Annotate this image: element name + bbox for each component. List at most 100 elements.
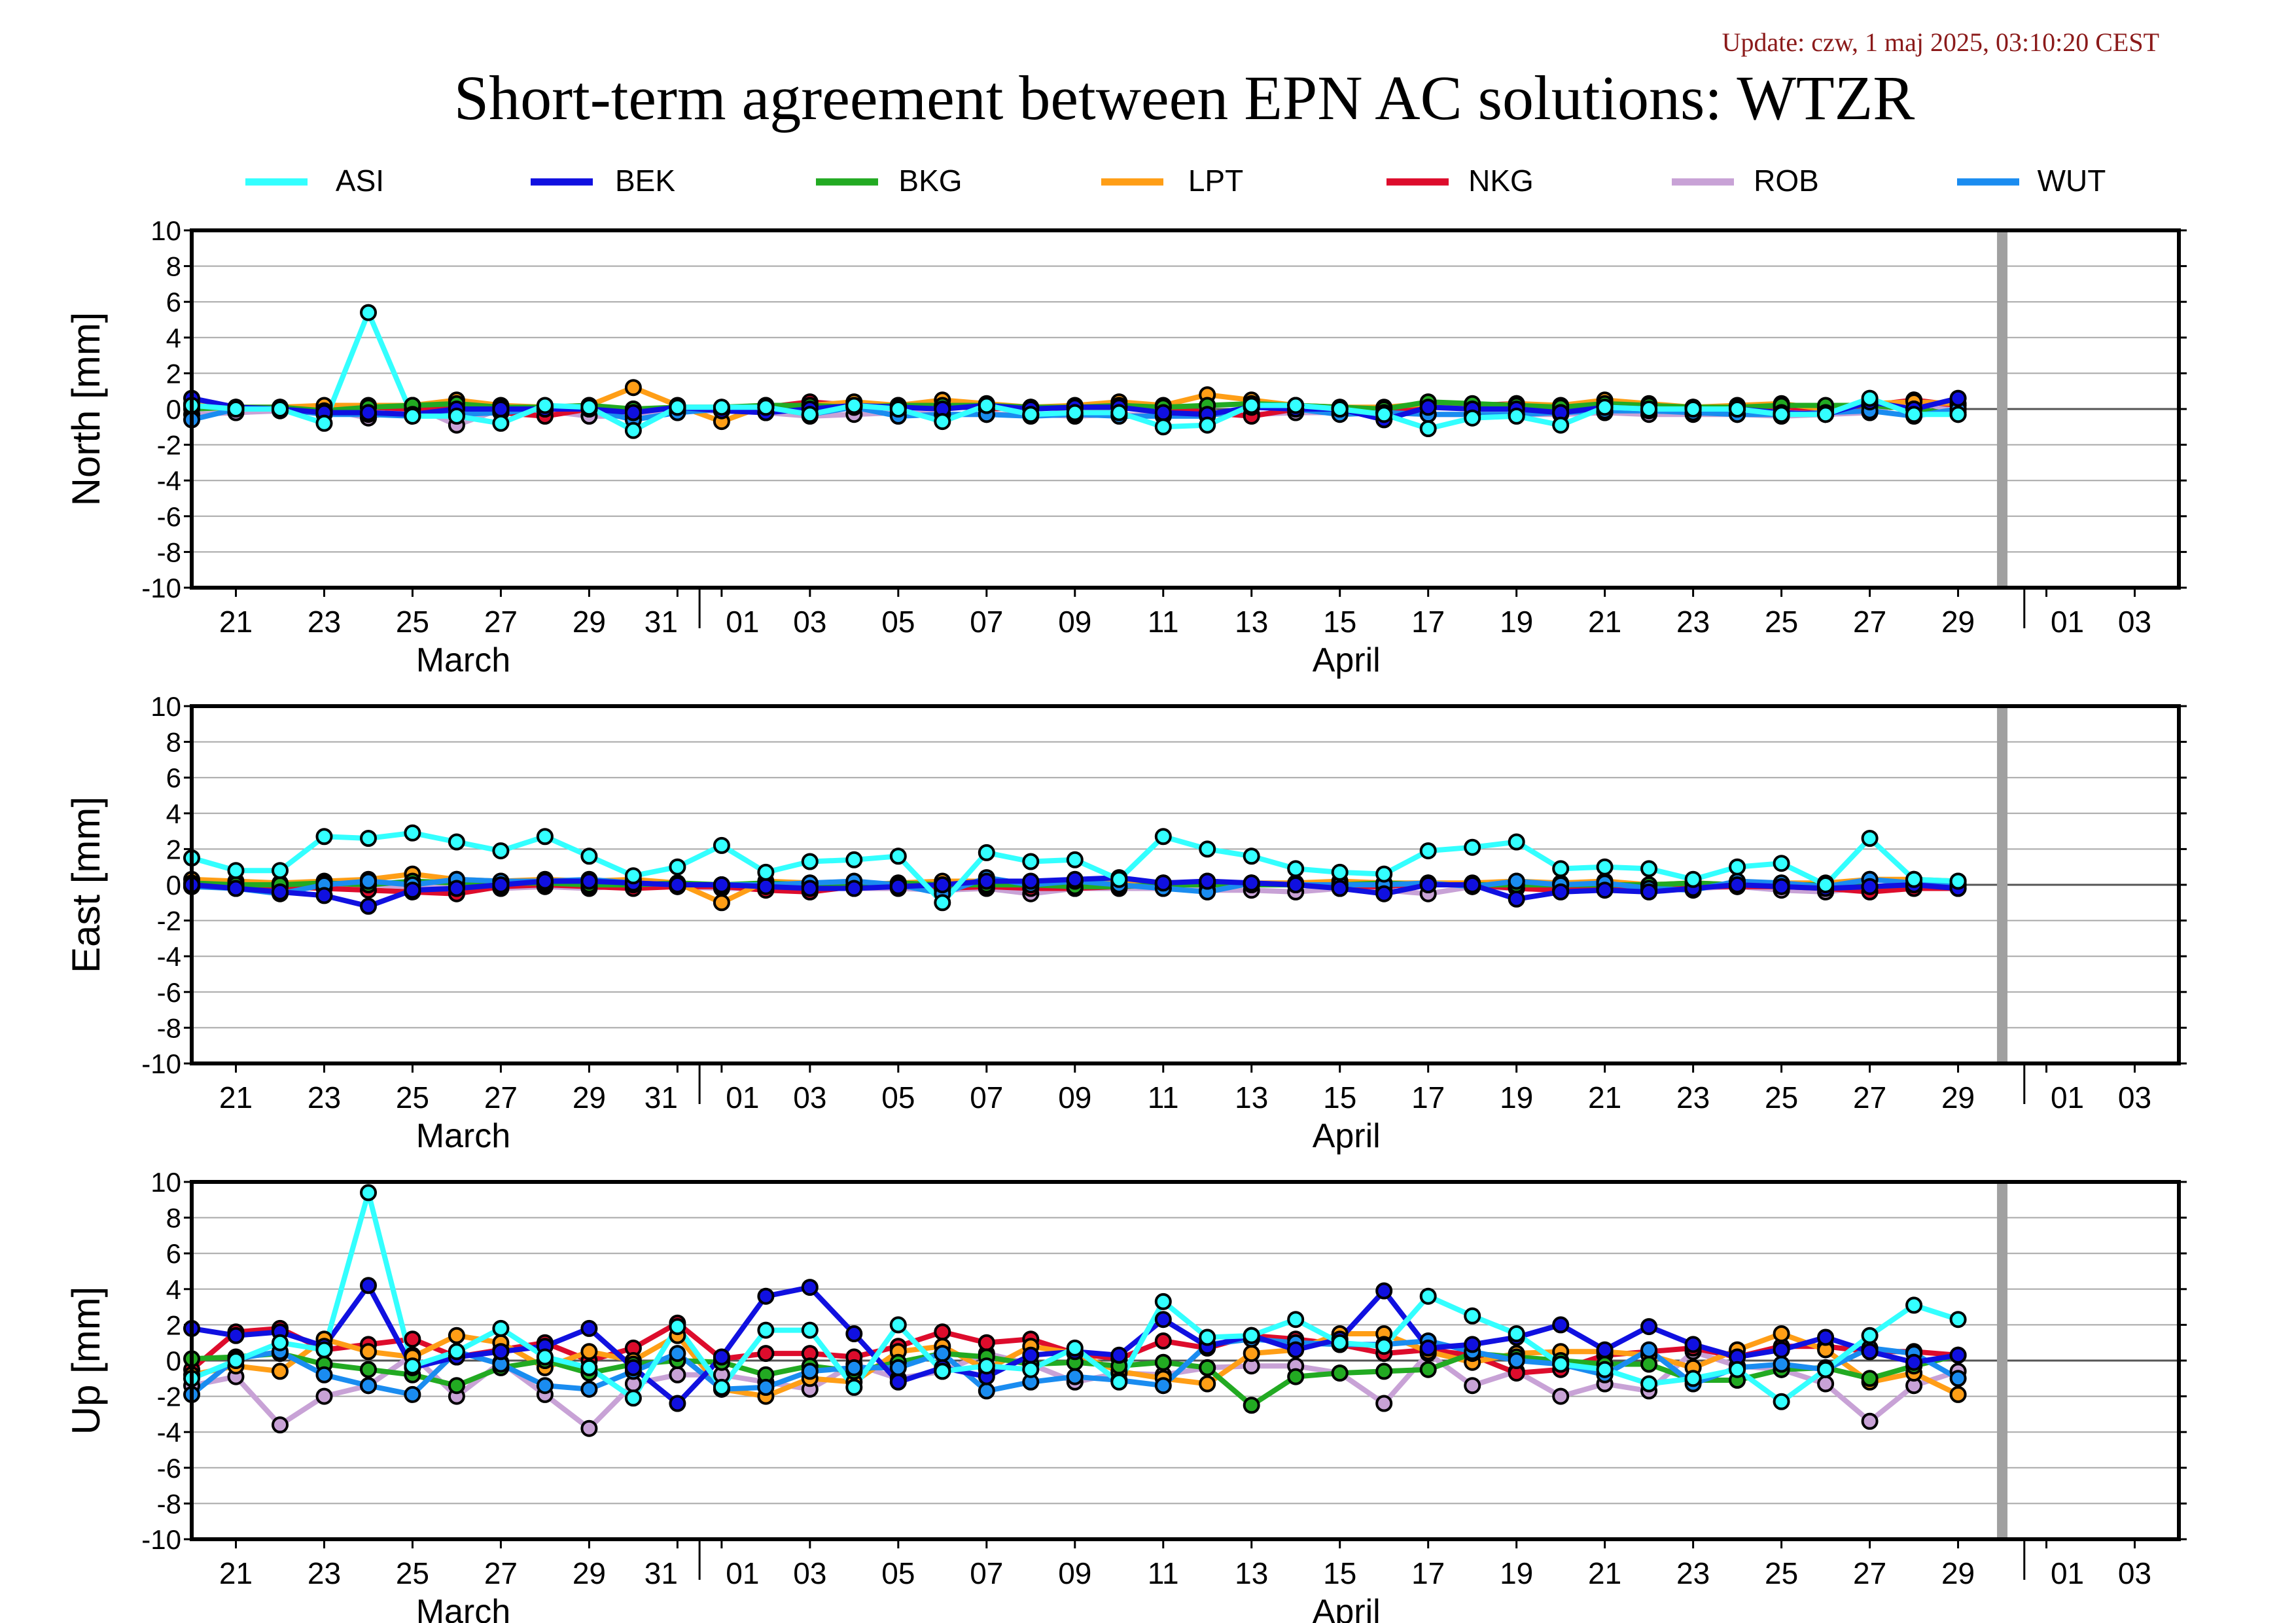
data-point-lpt [624,379,642,397]
data-point-lpt [1199,1375,1216,1393]
data-point-asi [272,1334,289,1351]
plot-frame [190,1180,2181,1541]
data-point-wut [360,872,377,890]
y-tick-label: -6 [157,977,181,1008]
data-point-bkg [1154,1353,1172,1371]
data-point-bek [713,1348,730,1366]
data-point-bek [1640,1318,1658,1336]
data-point-bek [227,880,245,897]
y-axis-label: Up [mm] [64,1287,108,1435]
data-point-wut [757,1378,775,1396]
data-point-wut [404,1385,421,1403]
data-point-bek [1287,1341,1305,1359]
data-point-bek [492,401,510,418]
data-point-asi [1640,1375,1658,1393]
data-point-bek [1375,1282,1393,1300]
data-point-asi [889,847,907,865]
data-point-asi [845,1378,863,1396]
data-point-asi [536,397,554,414]
data-point-bek [1552,883,1570,901]
data-point-asi [1729,1361,1746,1378]
data-point-asi [713,1378,730,1396]
data-point-bek [1640,883,1658,901]
y-tick-label: 6 [166,1238,181,1269]
y-tick-label: 0 [166,394,181,425]
data-point-bek [1243,874,1260,892]
data-point-bek [757,1287,775,1305]
data-point-asi [360,830,377,847]
data-point-rob [1817,1375,1835,1393]
data-point-bek [1596,882,1614,899]
x-tick-label: 21 [219,1556,253,1590]
data-point-wut [845,1359,863,1376]
data-point-bkg [1419,1361,1437,1378]
data-point-asi [1419,420,1437,437]
data-point-bkg [1861,1370,1879,1387]
data-point-asi [978,844,995,861]
data-point-bek [1684,1336,1702,1353]
x-tick-label: 21 [1588,605,1621,639]
x-tick-label: 27 [484,1556,518,1590]
data-point-bek [934,876,951,893]
data-point-bek [757,878,775,895]
data-point-asi [801,406,819,423]
data-point-asi [272,401,289,418]
data-point-bek [1464,1336,1481,1353]
data-point-wut [1508,872,1525,890]
data-point-asi [1949,872,1967,890]
data-point-asi [580,1359,598,1376]
series-group [183,1184,1967,1437]
data-point-asi [1066,851,1084,868]
data-point-rob [272,1416,289,1434]
data-point-bek [1949,389,1967,407]
data-point-rob [580,1419,598,1437]
x-tick-label: 17 [1411,1080,1445,1115]
x-tick-label: 21 [219,605,253,639]
plot-frame [190,704,2181,1065]
x-tick-label: 03 [793,1556,826,1590]
data-point-wut [315,1366,333,1383]
data-point-asi [580,399,598,416]
y-tick-label: -8 [157,1012,181,1043]
data-point-asi [1773,406,1790,423]
data-point-asi [492,414,510,432]
data-point-asi [934,413,951,431]
data-point-bek [889,1373,907,1391]
data-point-asi [1684,870,1702,888]
data-point-bek [227,1327,245,1344]
x-tick-label: 01 [2051,1080,2084,1115]
data-point-bek [1552,1316,1570,1334]
data-point-wut [978,1382,995,1400]
y-tick-label: -10 [141,1048,181,1079]
data-point-asi [757,863,775,881]
chart-title: Short-term agreement between EPN AC solu… [454,63,1915,133]
data-point-bek [1949,1346,1967,1364]
data-point-bek [360,897,377,915]
data-point-asi [1861,389,1879,407]
data-gap-bar [1997,706,2008,1063]
data-point-bek [978,872,995,890]
data-point-bkg [1243,1397,1260,1414]
y-tick-label: 2 [166,1310,181,1340]
month-label-april: April [1313,1593,1381,1623]
data-point-lpt [713,894,730,912]
data-point-bkg [1287,1368,1305,1385]
data-point-bek [1154,1311,1172,1329]
data-point-bek [801,880,819,897]
x-tick-label: 03 [2118,605,2151,639]
data-point-bek [1817,1329,1835,1346]
data-gap-bar [1997,1182,2008,1539]
x-tick-label: 03 [2118,1556,2151,1590]
y-tick-label: 2 [166,358,181,389]
y-tick-label: 8 [166,727,181,758]
x-tick-label: 19 [1500,1556,1533,1590]
data-point-bek [580,872,598,890]
y-tick-label: -6 [157,1453,181,1484]
x-tick-label: 25 [1765,1556,1798,1590]
series-group [183,304,1967,439]
x-tick-label: 11 [1148,1080,1179,1115]
data-point-asi [227,401,245,418]
x-tick-label: 07 [970,1556,1003,1590]
data-point-asi [845,397,863,414]
data-point-asi [1022,406,1040,423]
